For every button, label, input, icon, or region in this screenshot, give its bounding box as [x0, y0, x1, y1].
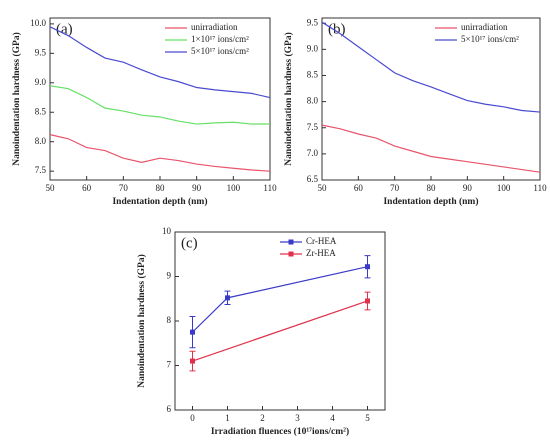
y-tick-label: 8.5 — [307, 70, 319, 80]
y-tick-label: 7.5 — [307, 122, 319, 132]
y-tick-label: 6 — [167, 404, 172, 414]
x-tick-label: 3 — [295, 413, 300, 423]
series-line — [192, 300, 368, 362]
x-tick-label: 100 — [497, 183, 511, 193]
x-axis-label: Indentation depth (nm) — [112, 196, 207, 207]
x-tick-label: 50 — [318, 183, 328, 193]
x-tick-label: 0 — [190, 413, 195, 423]
y-tick-label: 8.5 — [35, 106, 47, 116]
y-tick-label: 10 — [162, 226, 172, 236]
y-tick-label: 9.5 — [307, 17, 319, 27]
marker — [190, 358, 195, 364]
marker — [190, 329, 195, 335]
marker — [365, 298, 370, 304]
x-tick-label: 2 — [260, 413, 265, 423]
x-tick-label: 110 — [263, 183, 277, 193]
x-tick-label: 60 — [82, 183, 92, 193]
x-tick-label: 110 — [533, 183, 547, 193]
legend-label: Cr-HEA — [306, 236, 337, 246]
y-tick-label: 8.0 — [35, 136, 47, 146]
x-tick-label: 4 — [330, 413, 335, 423]
y-axis-label: Nanoindentation hardness (GPa) — [283, 32, 294, 166]
legend-marker — [288, 251, 294, 257]
legend-label: Zr-HEA — [306, 248, 336, 258]
legend-label: 5×10¹⁷ ions/cm² — [191, 46, 249, 56]
y-tick-label: 7.5 — [35, 165, 47, 175]
marker — [365, 264, 370, 270]
panel-label: (a) — [56, 21, 73, 37]
y-tick-label: 7.0 — [307, 148, 319, 158]
series-line — [49, 26, 271, 99]
y-tick-label: 8.0 — [307, 96, 319, 106]
plot-frame — [174, 231, 386, 411]
panel-label: (b) — [328, 21, 346, 37]
legend-marker — [288, 239, 294, 245]
legend-label: 1×10¹⁷ ions/cm² — [191, 34, 249, 44]
x-tick-label: 70 — [390, 183, 400, 193]
x-tick-label: 90 — [463, 183, 473, 193]
legend-label: unirradiation — [191, 22, 238, 32]
y-tick-label: 9.5 — [35, 47, 47, 57]
y-tick-label: 8 — [167, 315, 172, 325]
x-tick-label: 50 — [46, 183, 56, 193]
panel-label: (c) — [181, 235, 198, 251]
y-tick-label: 9 — [167, 271, 172, 281]
y-tick-label: 9.0 — [307, 43, 319, 53]
series-line — [321, 124, 541, 173]
x-tick-label: 80 — [427, 183, 437, 193]
legend-label: 5×10¹⁷ ions/cm² — [461, 34, 519, 44]
x-tick-label: 80 — [156, 183, 166, 193]
x-tick-label: 60 — [354, 183, 364, 193]
series-line — [49, 85, 270, 125]
legend-label: unirradiation — [461, 22, 508, 32]
x-tick-label: 1 — [225, 413, 230, 423]
x-tick-label: 100 — [227, 183, 241, 193]
y-axis-label: Nanoindentation hardness (GPa) — [136, 254, 147, 388]
series-line — [321, 21, 541, 113]
series-line — [49, 134, 271, 172]
y-axis-label: Nanoindentation hardness (GPa) — [11, 32, 22, 166]
x-axis-label: Irradiation fluences (10¹⁷ions/cm²) — [211, 426, 349, 437]
marker — [225, 295, 230, 301]
y-tick-label: 10.0 — [30, 18, 46, 28]
y-tick-label: 6.5 — [307, 174, 319, 184]
x-axis-label: Indentation depth (nm) — [383, 196, 478, 207]
series-line — [192, 266, 368, 333]
x-tick-label: 70 — [119, 183, 129, 193]
x-tick-label: 90 — [192, 183, 202, 193]
x-tick-label: 5 — [365, 413, 370, 423]
y-tick-label: 9.0 — [35, 77, 47, 87]
y-tick-label: 7 — [167, 360, 172, 370]
